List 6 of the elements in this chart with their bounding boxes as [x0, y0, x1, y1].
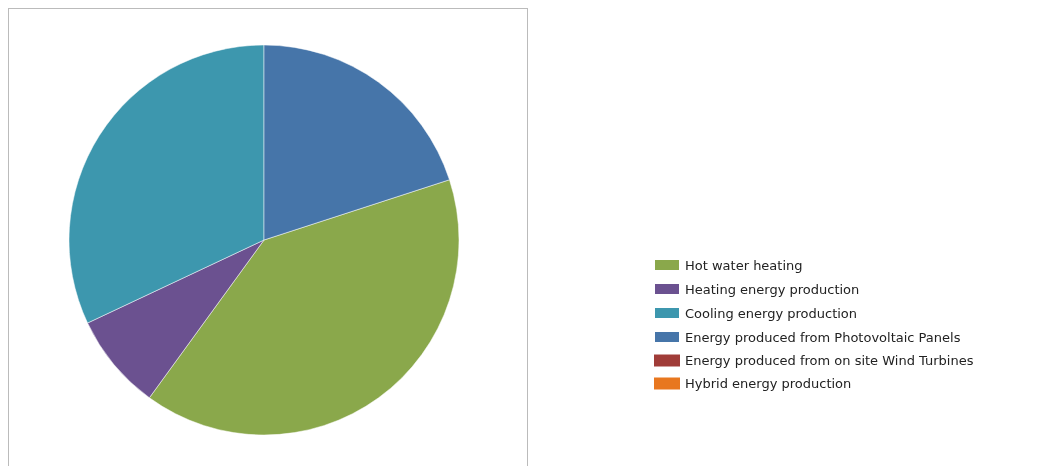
legend-label: Energy produced from Photovoltaic Panels	[685, 329, 961, 345]
legend-label: Energy produced from on site Wind Turbines	[685, 353, 974, 368]
legend-label: Hot water heating	[685, 257, 803, 273]
legend-label: Heating energy production	[685, 281, 860, 297]
legend-label: Hybrid energy production	[685, 376, 852, 391]
legend-label: Cooling energy production	[685, 305, 858, 321]
